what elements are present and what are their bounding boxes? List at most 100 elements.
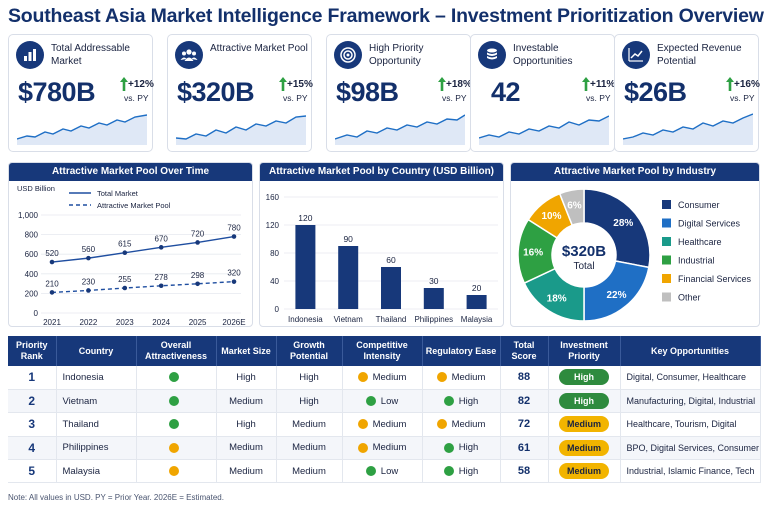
- data-point: [231, 234, 237, 239]
- competitive-cell: Medium: [342, 436, 423, 461]
- priority-table: Priority Rank Country Overall Attractive…: [8, 336, 761, 484]
- x-tick-label: Philippines: [414, 315, 453, 324]
- competitive-cell: Medium: [342, 412, 423, 437]
- line-chart: USD Billion 0 200 400 600 800 1,000 2021 2022 202…: [17, 184, 246, 326]
- slice-label: 28%: [613, 218, 633, 229]
- x-tick-label: Indonesia: [288, 315, 323, 324]
- kpi-card-high-priority-opportunity: High Priority Opportunity $98B +18% vs. …: [326, 34, 472, 152]
- growth-cell: High: [276, 389, 343, 414]
- opportunities-cell: BPO, Digital Services, Consumer: [620, 436, 761, 461]
- regulatory-cell: High: [422, 436, 501, 461]
- data-point: [86, 255, 91, 261]
- y-tick-label: 0: [34, 309, 39, 318]
- kpi-value: $98B: [336, 77, 399, 107]
- data-label: 60: [386, 255, 396, 265]
- coins-icon: [478, 41, 506, 69]
- data-point: [49, 290, 55, 295]
- data-label: 298: [191, 271, 205, 280]
- data-point: [231, 279, 237, 284]
- legend-label: Financial Services: [678, 274, 752, 284]
- up-arrow-icon: [438, 77, 446, 91]
- header-growth-potential: Growth Potential: [276, 336, 343, 366]
- kpi-label: Attractive Market Pool: [210, 43, 308, 54]
- data-point: [49, 259, 55, 265]
- table-row: 5 Malaysia Medium Medium Low High 58 Medium Indu…: [8, 459, 761, 484]
- regulatory-cell: Medium: [422, 412, 501, 437]
- table-row: 3 Thailand High Medium Medium Medium 72 Medium H…: [8, 412, 761, 437]
- growth-cell: Medium: [276, 459, 343, 484]
- data-label: 670: [155, 234, 169, 243]
- kpi-value: $780B: [18, 77, 96, 107]
- kpi-card-investable-opportunities: Investable Opportunities 42 +11% vs. PY: [470, 34, 615, 152]
- pie-chart-title: Attractive Market Pool by Industry: [511, 163, 759, 181]
- competitive-cell: Low: [342, 389, 423, 414]
- bar-chart-title: Attractive Market Pool by Country (USD B…: [260, 163, 503, 181]
- donut-slice: [558, 188, 585, 227]
- kpi-value: $26B: [624, 77, 687, 107]
- legend-swatch: [662, 274, 671, 283]
- data-point: [86, 288, 91, 293]
- legend-label: Attractive Market Pool: [97, 201, 171, 210]
- y-tick-label: 600: [25, 250, 39, 259]
- regulatory-value: High: [458, 395, 479, 407]
- legend-label: Consumer: [678, 200, 720, 210]
- footnote: Note: All values in USD. PY = Prior Year…: [8, 493, 224, 502]
- line-chart-panel: Attractive Market Pool Over Time USD Bil…: [8, 162, 253, 327]
- data-label: 255: [118, 275, 132, 284]
- status-dot: [168, 419, 179, 430]
- bar: [381, 267, 401, 309]
- status-dot: [443, 466, 454, 477]
- kpi-vs: vs. PY: [124, 93, 149, 103]
- y-tick-label: 160: [266, 193, 280, 202]
- status-dot: [365, 396, 376, 407]
- header-key-opportunities: Key Opportunities: [620, 336, 761, 366]
- competitive-value: Low: [380, 465, 399, 477]
- sparkline: [623, 113, 753, 145]
- legend-swatch: [662, 218, 671, 228]
- data-point: [122, 285, 128, 291]
- regulatory-cell: Medium: [422, 366, 501, 390]
- country-cell: Malaysia: [56, 459, 137, 484]
- header-competitive-intensity: Competitive Intensity: [342, 336, 423, 366]
- sparkline: [17, 114, 147, 145]
- priority-cell: High: [548, 366, 621, 390]
- rank-cell: 1: [8, 366, 57, 390]
- table-row: 2 Vietnam Medium High Low High 82 High Manufactu…: [8, 389, 761, 414]
- donut-center-label: Total: [573, 261, 594, 272]
- series-line-0: [51, 235, 235, 263]
- status-dot: [168, 466, 179, 477]
- kpi-row: Total Addressable Market $780B +12% vs. …: [8, 34, 760, 152]
- people-icon: [175, 41, 203, 69]
- market-size-cell: High: [216, 412, 277, 437]
- country-cell: Vietnam: [56, 389, 137, 414]
- opportunities-cell: Healthcare, Tourism, Digital: [620, 412, 761, 437]
- opportunities-cell: Digital, Consumer, Healthcare: [620, 366, 761, 390]
- line-chart-title: Attractive Market Pool Over Time: [9, 163, 252, 181]
- slice-label: 22%: [607, 290, 627, 301]
- slice-label: 18%: [547, 294, 567, 305]
- data-point: [158, 245, 164, 250]
- priority-cell: Medium: [548, 412, 621, 437]
- regulatory-value: High: [458, 465, 479, 477]
- priority-badge: High: [559, 369, 609, 386]
- rank-cell: 4: [8, 436, 57, 461]
- opportunities-cell: Manufacturing, Digital, Industrial: [620, 389, 761, 414]
- bar-chart: 0 40 80 120 160 120 Indonesia 90 Vietnam 60 Thaila…: [266, 193, 498, 324]
- y-tick-label: 1,000: [18, 211, 39, 220]
- y-tick-label: 200: [25, 289, 39, 298]
- competitive-cell: Low: [342, 459, 423, 484]
- slice-label: 6%: [567, 200, 582, 211]
- status-dot: [357, 442, 368, 453]
- priority-badge: High: [559, 393, 609, 410]
- status-dot: [436, 419, 447, 430]
- score-cell: 61: [500, 436, 549, 461]
- donut-slice: [583, 188, 651, 269]
- data-point: [195, 240, 200, 245]
- overall-cell: [136, 389, 217, 414]
- kpi-vs: vs. PY: [283, 93, 308, 103]
- competitive-cell: Medium: [342, 366, 423, 390]
- header-market-size: Market Size: [216, 336, 277, 366]
- pie-chart-panel: Attractive Market Pool by Industry 28% 22…: [510, 162, 760, 327]
- status-dot: [436, 372, 447, 383]
- x-tick-label: Malaysia: [461, 315, 493, 324]
